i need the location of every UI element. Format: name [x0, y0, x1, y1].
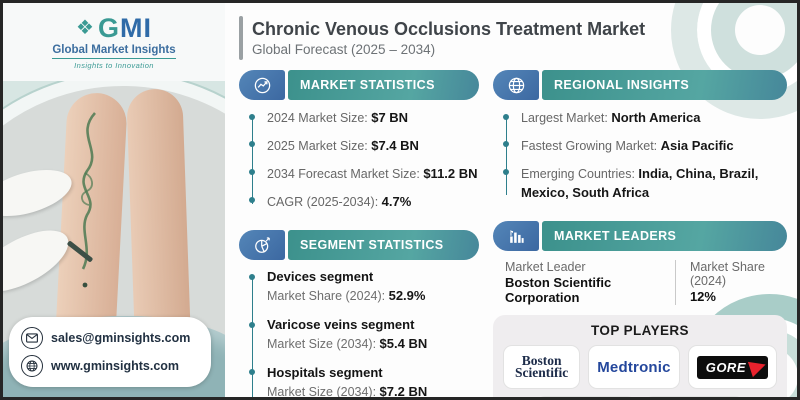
market-leader-label: Market Leader: [505, 260, 586, 275]
stat-item-2024: 2024 Market Size: $7 BN: [249, 109, 479, 137]
bullet-dot: [249, 169, 255, 176]
contact-website[interactable]: www.gminsights.com: [51, 359, 180, 373]
gmi-company-name: Global Market Insights: [52, 44, 176, 59]
segment-item-devices: Devices segment Market Share (2024): 52.…: [249, 269, 479, 317]
stat-item-cagr: CAGR (2025-2034): 4.7%: [249, 193, 479, 221]
stat-item-2034: 2034 Forecast Market Size: $11.2 BN: [249, 165, 479, 193]
logo-cook-medical: COOKMEDICAL: [644, 396, 744, 397]
title-block: Chronic Venous Occlusions Treatment Mark…: [239, 16, 787, 60]
bullet-dot: [249, 321, 255, 328]
market-leaders-title: MARKET LEADERS: [542, 221, 787, 252]
bullet-dot: [249, 113, 255, 120]
market-leader-value: Boston Scientific Corporation: [505, 275, 612, 306]
regional-insights-icon: [493, 70, 539, 100]
title-accent-bar: [239, 16, 243, 60]
left-panel: ❖ GMI Global Market Insights Insights to…: [3, 3, 225, 397]
top-players-title: TOP PLAYERS: [591, 323, 689, 339]
bullet-dot: [249, 197, 255, 204]
contact-email-row[interactable]: sales@gminsights.com: [21, 324, 199, 352]
gmi-logo: ❖ GMI Global Market Insights Insights to…: [3, 3, 225, 81]
bullet-dot: [249, 273, 255, 280]
page-subtitle: Global Forecast (2025 – 2034): [252, 42, 436, 58]
marked-veins-illustration: [81, 112, 96, 288]
bullet-dot: [503, 113, 509, 120]
region-item-emerging: Emerging Countries: India, China, Brazil…: [503, 165, 787, 212]
main-content: Chronic Venous Occlusions Treatment Mark…: [225, 3, 797, 397]
gmi-diamond-icon: ❖: [76, 17, 94, 39]
market-share-block: Market Share (2024) 12%: [674, 260, 787, 306]
segment-statistics-icon: [239, 230, 285, 261]
bullet-connector: [251, 117, 253, 205]
globe-icon: [21, 355, 43, 377]
market-statistics-title: MARKET STATISTICS: [288, 70, 479, 100]
logo-medtronic: Medtronic: [588, 345, 680, 390]
gmi-tagline: Insights to Innovation: [74, 60, 154, 70]
gore-arrow-icon: [747, 356, 769, 377]
section-regional-insights: REGIONAL INSIGHTS Largest Market: North …: [493, 70, 787, 211]
segment-item-hospitals: Hospitals segment Market Size (2034): $7…: [249, 365, 479, 397]
stat-item-2025: 2025 Market Size: $7.4 BN: [249, 137, 479, 165]
market-share-label: Market Share (2024): [689, 260, 765, 289]
bullet-connector: [251, 277, 253, 397]
section-segment-statistics: SEGMENT STATISTICS Devices segment Marke…: [239, 230, 479, 397]
bullet-dot: [249, 141, 255, 148]
logo-3m: 3M: [536, 396, 636, 397]
section-market-leaders: MARKET LEADERS Market Leader Boston Scie…: [493, 221, 787, 306]
bullet-dot: [249, 369, 255, 376]
contact-website-row[interactable]: www.gminsights.com: [21, 352, 199, 380]
market-leader-block: Market Leader Boston Scientific Corporat…: [505, 260, 675, 305]
contact-email[interactable]: sales@gminsights.com: [51, 331, 191, 345]
regional-insights-title: REGIONAL INSIGHTS: [542, 70, 787, 100]
page-title: Chronic Venous Occlusions Treatment Mark…: [252, 18, 646, 39]
market-share-value: 12%: [689, 289, 716, 305]
bullet-dot: [503, 169, 509, 176]
section-market-statistics: MARKET STATISTICS 2024 Market Size: $7 B…: [239, 70, 479, 220]
top-players-panel: TOP PLAYERS Boston Scientific Medtronic G…: [493, 315, 787, 397]
gmi-wordmark: GMI: [97, 12, 152, 43]
bullet-dot: [503, 141, 509, 148]
region-item-fastest: Fastest Growing Market: Asia Pacific: [503, 137, 787, 165]
logo-gore: GORE: [687, 345, 777, 390]
logo-boston-scientific: Boston Scientific: [503, 345, 581, 390]
segment-item-varicose-veins: Varicose veins segment Market Size (2034…: [249, 317, 479, 365]
contact-card: sales@gminsights.com www.gminsights.com: [9, 317, 211, 387]
segment-statistics-title: SEGMENT STATISTICS: [288, 230, 479, 261]
market-leaders-icon: [493, 221, 539, 252]
market-statistics-icon: [239, 70, 285, 100]
bullet-connector: [505, 117, 507, 196]
region-item-largest: Largest Market: North America: [503, 109, 787, 137]
email-icon: [21, 327, 43, 349]
